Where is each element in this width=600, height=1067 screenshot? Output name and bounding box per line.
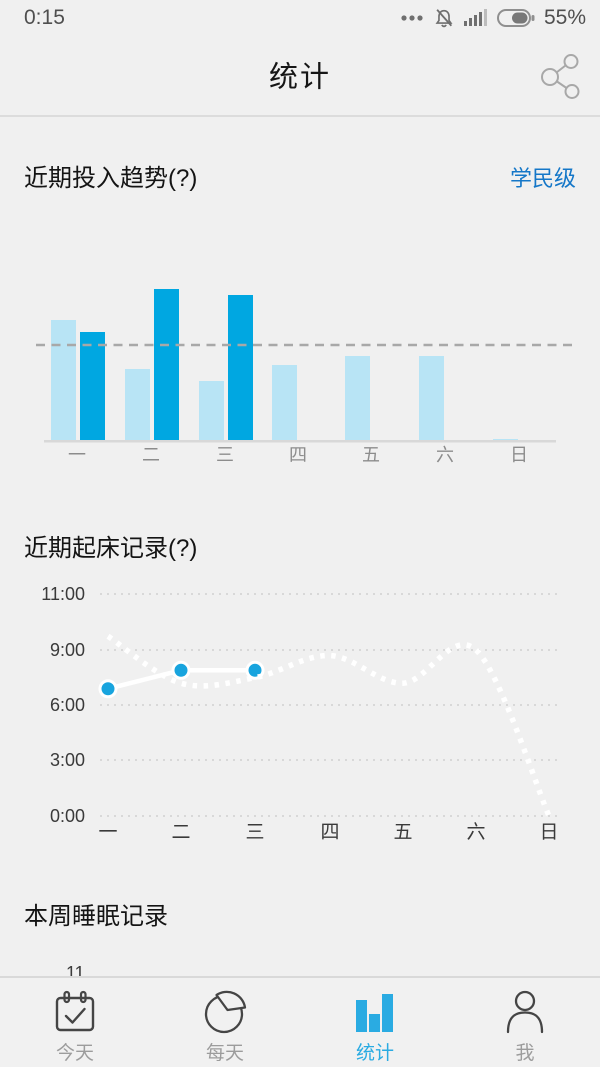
bar-light-三 xyxy=(199,381,224,441)
tab-today[interactable]: 今天 xyxy=(0,978,150,1067)
tab-today-label: 今天 xyxy=(55,1043,94,1064)
x-axis-baseline xyxy=(44,440,556,443)
section-wake-header: 近期起床记录(?) xyxy=(24,528,576,563)
battery-percent: 55% xyxy=(543,6,586,29)
line-x-tick-四: 四 xyxy=(320,822,339,843)
tab-me[interactable]: 我 xyxy=(450,978,600,1067)
line-x-tick-三: 三 xyxy=(245,822,264,843)
share-icon xyxy=(541,54,580,99)
mute-bell-icon xyxy=(435,9,453,28)
tab-everyday[interactable]: 每天 xyxy=(150,978,300,1067)
bar-light-一 xyxy=(51,320,76,441)
bar-dark-二 xyxy=(154,289,179,441)
bar-dark-一 xyxy=(80,332,105,441)
calendar-icon xyxy=(52,988,98,1036)
more-dots-icon xyxy=(401,15,423,21)
status-bar: 0:15 55% xyxy=(0,0,600,36)
line-x-tick-日: 日 xyxy=(539,822,558,843)
page-title: 统计 xyxy=(268,61,331,94)
section-invest-header: 近期投入趋势(?) 学民级 xyxy=(24,158,576,193)
y-tick-0:00: 0:00 xyxy=(50,806,85,826)
share-button[interactable] xyxy=(536,50,584,102)
y-tick-6:00: 6:00 xyxy=(50,695,85,715)
tab-everyday-label: 每天 xyxy=(205,1043,244,1064)
line-x-tick-五: 五 xyxy=(393,822,412,843)
wake-record-title[interactable]: 近期起床记录(?) xyxy=(24,535,198,562)
y-tick-3:00: 3:00 xyxy=(50,750,85,770)
line-x-tick-二: 二 xyxy=(171,822,190,843)
bar-x-tick-五: 五 xyxy=(362,445,380,465)
bar-light-四 xyxy=(272,365,297,441)
battery-icon xyxy=(496,9,535,27)
bar-dark-三 xyxy=(228,295,253,441)
bar-light-二 xyxy=(125,369,150,441)
bar-light-五 xyxy=(345,356,370,441)
trend-dotted-line xyxy=(106,633,552,818)
pie-chart-icon xyxy=(202,988,248,1036)
tab-bar: 今天 每天 统计 xyxy=(0,976,600,1067)
line-x-tick-一: 一 xyxy=(98,822,117,843)
data-point-二 xyxy=(171,660,191,680)
bar-light-六 xyxy=(419,356,444,441)
bar-x-tick-四: 四 xyxy=(289,445,307,465)
bar-x-tick-一: 一 xyxy=(68,445,86,465)
status-time: 0:15 xyxy=(24,6,65,29)
y-tick-11:00: 11:00 xyxy=(41,584,85,604)
signal-bars-icon xyxy=(463,9,487,26)
y-tick-9:00: 9:00 xyxy=(50,640,85,660)
tab-stats[interactable]: 统计 xyxy=(300,978,450,1067)
data-point-一 xyxy=(98,679,118,699)
line-x-tick-六: 六 xyxy=(466,821,485,843)
person-icon xyxy=(502,988,548,1036)
tab-stats-label: 统计 xyxy=(355,1043,394,1064)
section-sleep-header: 本周睡眠记录 xyxy=(24,896,576,931)
wake-line-chart: 11:00 9:00 6:00 3:00 0:00 一 二 三 四 五 六 日 xyxy=(41,584,558,843)
bar-x-tick-二: 二 xyxy=(142,445,160,465)
tab-me-label: 我 xyxy=(515,1043,535,1064)
header-divider xyxy=(0,115,600,117)
level-link[interactable]: 学民级 xyxy=(509,166,576,191)
bar-chart-icon xyxy=(355,988,395,1036)
header: 统计 xyxy=(0,36,600,116)
bar-x-tick-三: 三 xyxy=(216,445,234,465)
invest-bar-chart: 一二三四五六日 xyxy=(36,289,572,465)
sleep-record-title: 本周睡眠记录 xyxy=(24,903,168,930)
invest-trend-title[interactable]: 近期投入趋势(?) xyxy=(24,165,198,192)
bar-x-tick-六: 六 xyxy=(436,445,454,465)
bar-x-tick-日: 日 xyxy=(510,445,528,465)
